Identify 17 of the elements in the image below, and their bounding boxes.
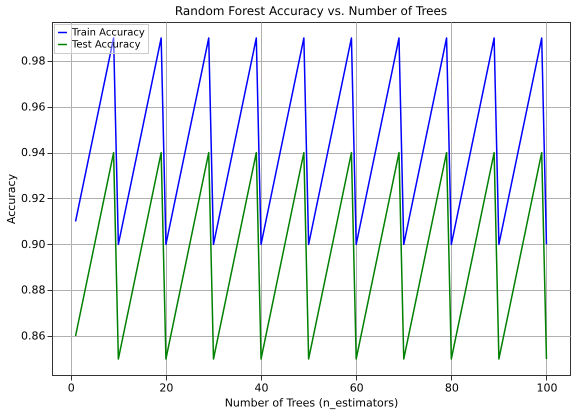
y-tick-label: 0.96 xyxy=(21,100,46,114)
chart-title: Random Forest Accuracy vs. Number of Trees xyxy=(174,4,448,18)
x-tick-label: 60 xyxy=(350,382,364,394)
x-axis-title: Number of Trees (n_estimators) xyxy=(224,396,398,410)
y-tick-label: 0.90 xyxy=(21,238,46,251)
x-tick-label: 100 xyxy=(536,382,558,394)
y-tick-label: 0.92 xyxy=(21,192,46,205)
legend-label: Train Accuracy xyxy=(71,28,145,38)
x-tick-label: 20 xyxy=(159,382,174,394)
x-tick-label: 40 xyxy=(254,382,269,394)
y-tick-label: 0.88 xyxy=(21,284,46,297)
x-tick-label: 0 xyxy=(68,382,75,394)
y-tick-label: 0.94 xyxy=(21,146,46,160)
x-tick-label: 80 xyxy=(444,382,459,394)
y-tick-label: 0.86 xyxy=(21,330,46,343)
y-axis-title: Accuracy xyxy=(5,173,18,224)
y-tick-label: 0.98 xyxy=(21,54,46,68)
